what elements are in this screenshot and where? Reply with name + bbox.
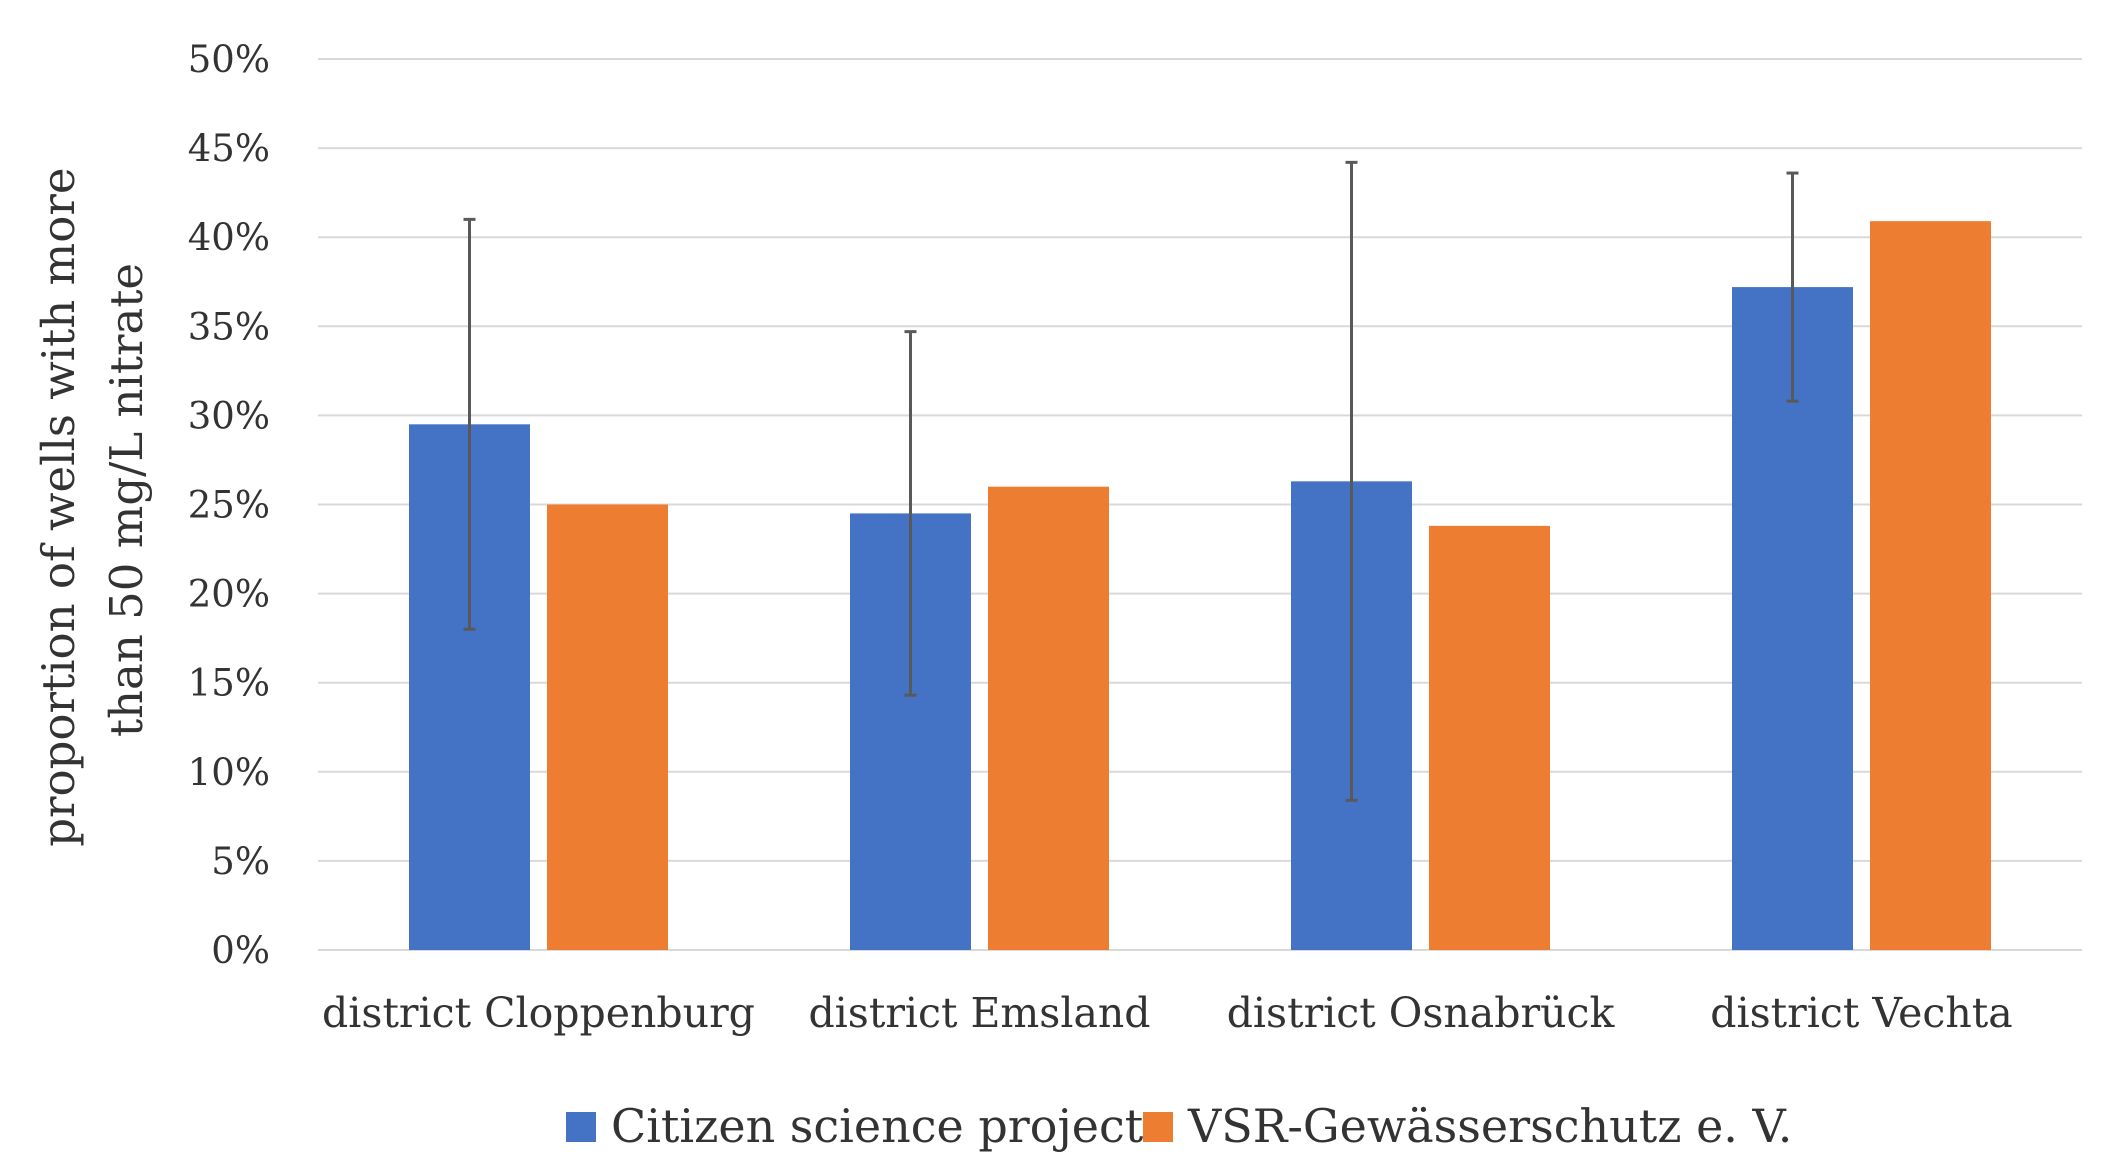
y-tick-label: 45%	[188, 127, 270, 170]
y-axis-title: proportion of wells with more than 50 mg…	[32, 153, 153, 847]
y-tick-label: 30%	[188, 394, 270, 437]
y-tick-label: 0%	[211, 929, 270, 972]
y-axis-tick-labels: 0% 5% 10% 15% 20% 25% 30% 35% 40% 45% 50%	[188, 38, 270, 972]
y-axis-title-line-1: proportion of wells with more	[32, 168, 85, 847]
y-tick-label: 40%	[188, 216, 270, 259]
legend-label-citizen-science: Citizen science project	[611, 1099, 1144, 1153]
y-tick-label: 25%	[188, 484, 270, 527]
x-category-label: district Vechta	[1710, 989, 2012, 1037]
y-tick-label: 15%	[188, 662, 270, 705]
y-tick-label: 10%	[188, 751, 270, 794]
x-axis-category-labels: district Cloppenburg district Emsland dist…	[322, 989, 2013, 1037]
error-bars	[463, 160, 1799, 802]
bar-vsr-3	[1870, 221, 1991, 951]
x-category-label: district Emsland	[808, 989, 1150, 1037]
y-tick-label: 20%	[188, 573, 270, 616]
y-tick-label: 5%	[211, 840, 270, 883]
legend-swatch-citizen-science	[566, 1112, 596, 1142]
x-category-label: district Osnabrück	[1227, 989, 1616, 1037]
bar-vsr-1	[988, 486, 1109, 950]
bars	[409, 221, 1991, 951]
bar-vsr-2	[1429, 525, 1550, 950]
y-tick-label: 35%	[188, 305, 270, 348]
legend-swatch-vsr	[1143, 1112, 1173, 1142]
bar-vsr-0	[547, 504, 668, 950]
x-category-label: district Cloppenburg	[322, 989, 755, 1037]
y-tick-label: 50%	[188, 38, 270, 81]
legend: Citizen science project VSR-Gewässerschu…	[566, 1099, 1792, 1153]
legend-label-vsr: VSR-Gewässerschutz e. V.	[1187, 1099, 1792, 1153]
y-axis-title-line-2: than 50 mg/L nitrate	[100, 263, 153, 737]
